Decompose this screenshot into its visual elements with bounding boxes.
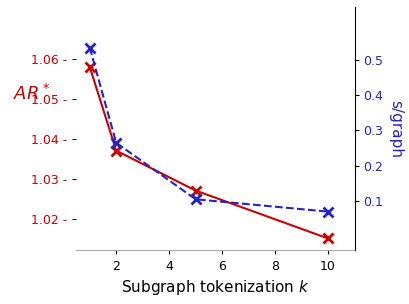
X-axis label: Subgraph tokenization $k$: Subgraph tokenization $k$: [121, 278, 309, 297]
Y-axis label: $AR^*$: $AR^*$: [13, 84, 51, 104]
Y-axis label: s/graph: s/graph: [387, 100, 402, 158]
